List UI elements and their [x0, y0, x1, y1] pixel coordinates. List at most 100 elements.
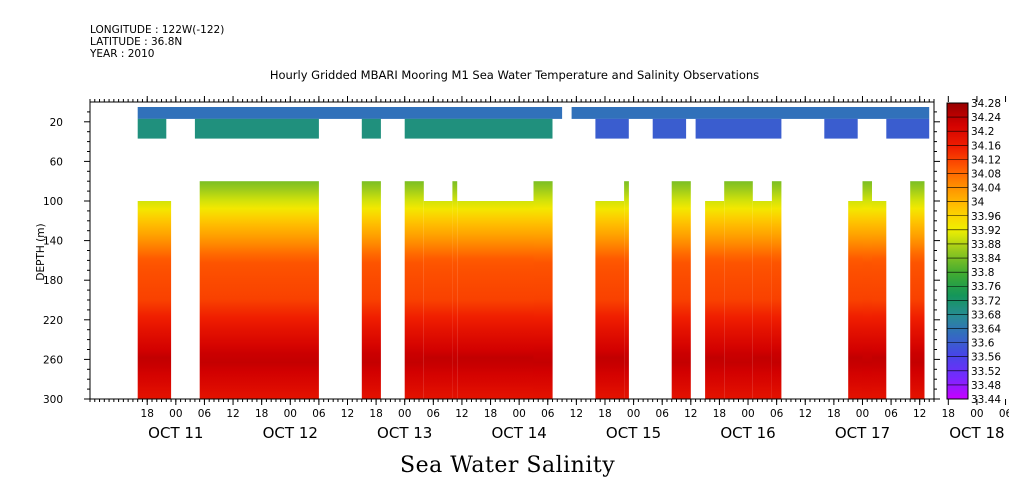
- x-date-label: OCT 14: [491, 424, 546, 442]
- colorbar-label: 34.16: [971, 140, 1001, 152]
- deep-data-segment: [452, 181, 458, 399]
- colorbar-label: 33.6: [971, 338, 995, 350]
- deep-data-segment: [872, 201, 887, 399]
- x-tick-label: 18: [598, 408, 611, 420]
- colorbar-label: 34.04: [971, 183, 1001, 195]
- chart-title: Hourly Gridded MBARI Mooring M1 Sea Wate…: [269, 68, 760, 82]
- deep-data-segment: [199, 181, 319, 399]
- y-tick-label: 140: [43, 236, 63, 248]
- colorbar-gradient: [946, 102, 969, 400]
- x-tick-label: 18: [141, 408, 154, 420]
- x-tick-label: 12: [341, 408, 354, 420]
- deep-data-segment: [752, 201, 772, 399]
- y-tick-label: 180: [43, 275, 63, 287]
- y-tick-label: 20: [50, 117, 63, 129]
- surface-data-segment: [886, 118, 930, 139]
- deep-data-segment: [404, 181, 424, 399]
- colorbar-label: 33.44: [971, 394, 1001, 406]
- surface-data-segment: [595, 118, 629, 139]
- x-tick-label: 00: [398, 408, 411, 420]
- deep-data-segment: [624, 181, 629, 399]
- axes: 20 60 100 140 180 220 260 300 18 00 06 12 18 00 06 12 18…: [43, 96, 1009, 442]
- colorbar-label: 33.96: [971, 211, 1001, 223]
- x-tick-label: 00: [856, 408, 869, 420]
- x-tick-label: 18: [484, 408, 497, 420]
- surface-data-segment: [824, 118, 858, 139]
- latitude-label: LATITUDE : 36.8N: [90, 36, 183, 48]
- deep-data-segment: [771, 181, 782, 399]
- metadata-header: LONGITUDE : 122W(-122) LATITUDE : 36.8N …: [90, 24, 224, 60]
- surface-data-segment: [361, 118, 381, 139]
- surface-data-segment: [652, 118, 687, 139]
- longitude-label: LONGITUDE : 122W(-122): [90, 24, 225, 36]
- colorbar-label: 34.08: [971, 168, 1001, 180]
- x-tick-label: 18: [369, 408, 382, 420]
- y-tick-label: 220: [43, 315, 63, 327]
- x-date-label: OCT 12: [263, 424, 318, 442]
- x-date-label: OCT 13: [377, 424, 432, 442]
- colorbar-label: 33.88: [971, 239, 1001, 251]
- x-date-label: OCT 16: [720, 424, 775, 442]
- colorbar-label: 33.52: [971, 366, 1001, 378]
- deep-data-segment: [862, 181, 872, 399]
- colorbar-label: 33.64: [971, 324, 1001, 336]
- x-tick-label: 12: [684, 408, 697, 420]
- x-tick-label: 18: [255, 408, 268, 420]
- x-tick-label: 06: [312, 408, 326, 420]
- colorbar-label: 33.56: [971, 352, 1001, 364]
- deep-data-segment: [423, 201, 453, 399]
- deep-data-segment: [361, 181, 381, 399]
- x-tick-label: 06: [770, 408, 784, 420]
- colorbar-label: 34.24: [971, 112, 1001, 124]
- y-tick-label: 300: [43, 394, 63, 406]
- x-tick-label: 12: [913, 408, 926, 420]
- x-tick-label: 00: [512, 408, 525, 420]
- surface-data-segment: [137, 118, 167, 139]
- surface-data-segment: [404, 118, 553, 139]
- deep-data-segment: [533, 181, 553, 399]
- colorbar-label: 34.12: [971, 154, 1001, 166]
- plot-area: [137, 107, 930, 399]
- x-tick-label: 06: [656, 408, 670, 420]
- x-date-label: OCT 18: [949, 424, 1004, 442]
- deep-data-segment: [137, 201, 172, 399]
- colorbar-label: 33.72: [971, 295, 1001, 307]
- surface-data-segment: [194, 118, 319, 139]
- deep-data-segment: [705, 201, 725, 399]
- y-tick-label: 60: [50, 156, 63, 168]
- deep-data-segment: [848, 201, 863, 399]
- colorbar: 34.28 34.24 34.2 34.16 34.12 34.08 34.04 34 33.9…: [946, 98, 1001, 406]
- colorbar-label: 34.28: [971, 98, 1001, 110]
- deep-data-segment: [457, 201, 534, 399]
- y-axis-label: DEPTH (m): [35, 223, 47, 280]
- colorbar-label: 33.92: [971, 225, 1001, 237]
- x-tick-label: 00: [741, 408, 754, 420]
- x-tick-label: 00: [627, 408, 640, 420]
- year-label: YEAR : 2010: [90, 48, 155, 60]
- deep-data-segment: [910, 181, 925, 399]
- x-tick-label: 18: [942, 408, 955, 420]
- deep-data-segment: [724, 181, 753, 399]
- x-tick-label: 18: [713, 408, 726, 420]
- x-date-label: OCT 17: [835, 424, 890, 442]
- colorbar-label: 33.8: [971, 267, 994, 279]
- x-tick-label: 06: [884, 408, 898, 420]
- colorbar-label: 33.48: [971, 380, 1001, 392]
- surface-data-segment: [571, 107, 930, 119]
- x-tick-label: 00: [169, 408, 182, 420]
- colorbar-label: 33.76: [971, 281, 1001, 293]
- colorbar-label: 33.84: [971, 253, 1001, 265]
- x-tick-label: 06: [198, 408, 212, 420]
- x-tick-label: 06: [541, 408, 555, 420]
- x-tick-label: 12: [799, 408, 812, 420]
- x-tick-label: 06: [427, 408, 441, 420]
- chart-footer-label: Sea Water Salinity: [400, 453, 616, 478]
- x-tick-label: 12: [455, 408, 468, 420]
- x-date-label: OCT 11: [148, 424, 203, 442]
- surface-data-segment: [695, 118, 782, 139]
- x-tick-label: 00: [970, 408, 983, 420]
- x-tick-label: 12: [570, 408, 583, 420]
- deep-data-segment: [671, 181, 691, 399]
- colorbar-label: 33.68: [971, 309, 1001, 321]
